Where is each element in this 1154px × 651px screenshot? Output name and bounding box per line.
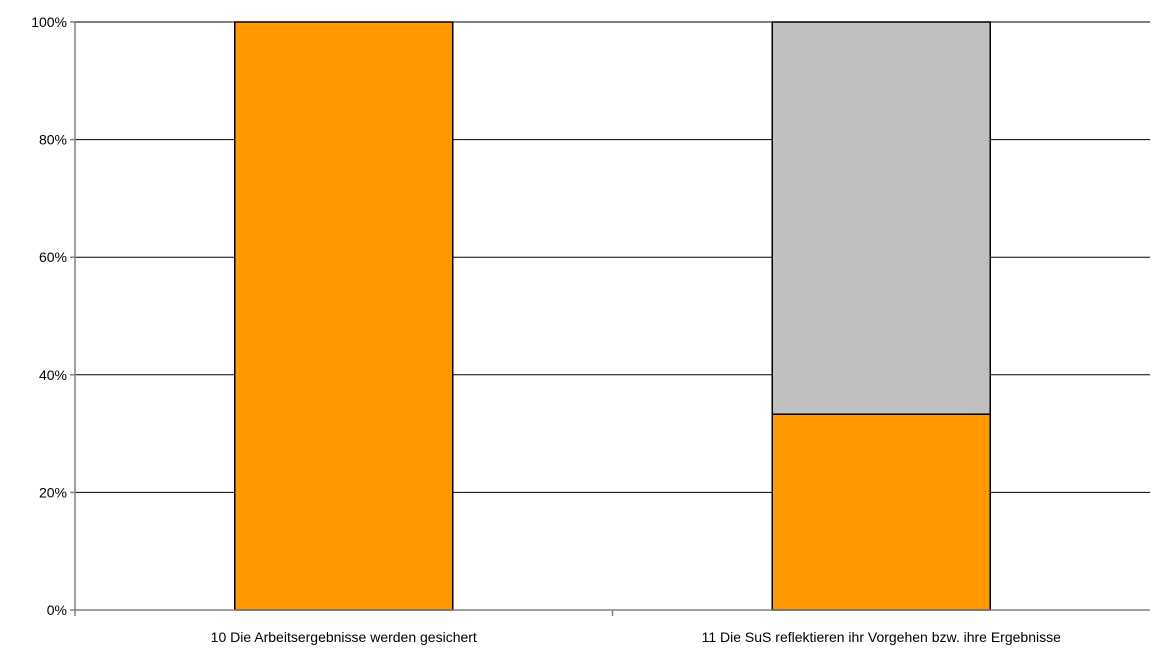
y-tick-label: 40% bbox=[39, 367, 67, 383]
axes bbox=[70, 21, 1150, 616]
y-tick-label: 80% bbox=[39, 132, 67, 148]
bars bbox=[234, 21, 991, 611]
y-tick-label: 20% bbox=[39, 484, 67, 500]
y-tick-label: 60% bbox=[39, 249, 67, 265]
x-category-label: 11 Die SuS reflektieren ihr Vorgehen bzw… bbox=[702, 629, 1061, 645]
x-category-label: 10 Die Arbeitsergebnisse werden gesicher… bbox=[211, 629, 477, 645]
bar-segment bbox=[234, 21, 454, 611]
y-tick-label: 100% bbox=[31, 14, 67, 30]
x-axis-category-labels: 10 Die Arbeitsergebnisse werden gesicher… bbox=[211, 629, 1061, 645]
y-axis-tick-labels: 0% 20% 40% 60% 80% 100% bbox=[31, 14, 67, 618]
bar-segment bbox=[771, 21, 991, 415]
y-tick-label: 0% bbox=[47, 602, 67, 618]
bar-segment bbox=[771, 413, 991, 611]
